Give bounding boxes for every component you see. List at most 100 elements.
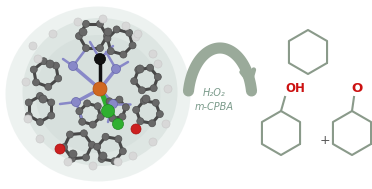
Circle shape [119, 113, 126, 120]
Circle shape [67, 131, 73, 138]
Circle shape [89, 121, 96, 128]
Circle shape [147, 64, 154, 71]
Circle shape [102, 105, 115, 118]
Circle shape [129, 152, 137, 160]
Circle shape [131, 77, 138, 85]
Circle shape [116, 96, 123, 103]
Circle shape [48, 112, 55, 119]
Circle shape [115, 136, 122, 143]
Text: +: + [320, 133, 330, 146]
Circle shape [61, 144, 68, 151]
Circle shape [36, 92, 44, 99]
Circle shape [140, 97, 147, 104]
Circle shape [149, 138, 157, 146]
Circle shape [107, 48, 114, 55]
Circle shape [64, 158, 72, 166]
Circle shape [80, 130, 87, 137]
Circle shape [132, 33, 140, 41]
Circle shape [111, 158, 118, 165]
Circle shape [79, 28, 87, 36]
Circle shape [55, 75, 62, 82]
Circle shape [122, 104, 129, 111]
Circle shape [84, 100, 91, 107]
Ellipse shape [6, 6, 190, 181]
Circle shape [71, 98, 80, 106]
Circle shape [99, 15, 107, 23]
Circle shape [162, 120, 170, 128]
Ellipse shape [35, 35, 160, 153]
Circle shape [29, 42, 37, 50]
Circle shape [55, 144, 65, 154]
Circle shape [34, 55, 42, 63]
Circle shape [68, 155, 76, 162]
Circle shape [109, 115, 116, 122]
Circle shape [137, 118, 144, 125]
Circle shape [25, 112, 32, 119]
Circle shape [30, 66, 37, 73]
Circle shape [152, 99, 159, 106]
Circle shape [134, 30, 142, 38]
Circle shape [136, 65, 144, 73]
Text: OH: OH [285, 82, 305, 95]
Circle shape [103, 33, 110, 40]
Circle shape [96, 45, 103, 52]
Circle shape [133, 106, 140, 113]
Circle shape [114, 158, 122, 166]
Circle shape [156, 111, 163, 118]
Circle shape [104, 35, 111, 42]
Circle shape [96, 20, 103, 27]
Circle shape [45, 83, 52, 90]
Circle shape [131, 124, 141, 134]
Circle shape [148, 120, 155, 127]
Circle shape [112, 119, 124, 129]
Circle shape [24, 115, 32, 123]
Circle shape [129, 42, 136, 49]
Circle shape [109, 99, 118, 108]
Text: m-CPBA: m-CPBA [195, 102, 234, 112]
Circle shape [68, 61, 77, 70]
Circle shape [94, 143, 101, 150]
Circle shape [89, 162, 97, 170]
Circle shape [164, 85, 172, 93]
Circle shape [93, 82, 107, 96]
Circle shape [74, 18, 82, 26]
Circle shape [46, 60, 54, 68]
Circle shape [39, 95, 47, 103]
Circle shape [32, 79, 39, 86]
Circle shape [25, 99, 32, 106]
Circle shape [94, 53, 106, 64]
Circle shape [83, 154, 90, 161]
Circle shape [122, 22, 130, 30]
Circle shape [83, 45, 90, 52]
Circle shape [52, 62, 60, 69]
Circle shape [106, 98, 113, 105]
Text: H₂O₂: H₂O₂ [203, 88, 225, 98]
Circle shape [142, 95, 150, 103]
Circle shape [119, 148, 126, 155]
Circle shape [112, 64, 121, 74]
Circle shape [48, 99, 55, 106]
Circle shape [69, 150, 77, 158]
Circle shape [99, 152, 107, 160]
Circle shape [126, 29, 133, 36]
Circle shape [149, 50, 157, 58]
Circle shape [89, 141, 96, 148]
Text: O: O [352, 82, 363, 95]
Circle shape [79, 118, 86, 125]
Ellipse shape [22, 18, 177, 166]
Circle shape [36, 119, 44, 125]
Circle shape [154, 73, 161, 80]
Circle shape [102, 133, 109, 140]
Circle shape [135, 66, 142, 73]
Circle shape [49, 30, 57, 38]
Circle shape [138, 87, 145, 94]
Circle shape [150, 85, 157, 92]
Circle shape [113, 26, 120, 33]
Circle shape [103, 107, 110, 114]
Circle shape [76, 33, 83, 40]
Circle shape [97, 113, 104, 120]
Circle shape [40, 58, 47, 65]
Circle shape [76, 108, 83, 115]
Circle shape [154, 60, 162, 68]
Circle shape [22, 78, 30, 86]
